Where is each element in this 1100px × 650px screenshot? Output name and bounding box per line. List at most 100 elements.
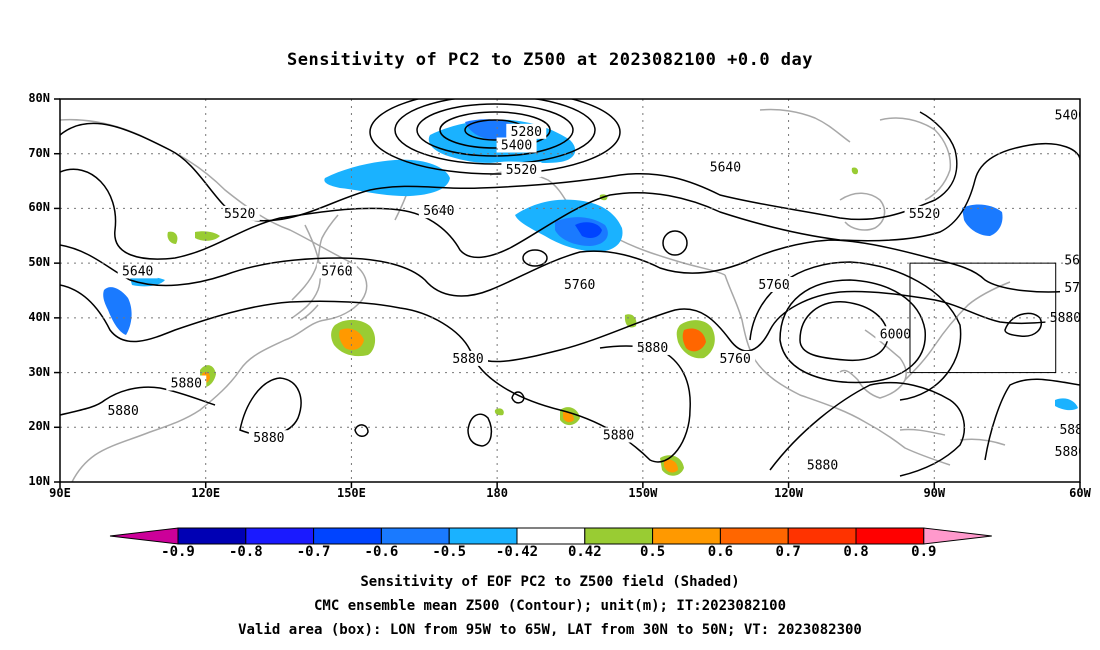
map-frame (59, 98, 1081, 483)
colorbar-swatch (719, 527, 789, 545)
svg-text:5880: 5880 (637, 341, 668, 356)
latitude-label: 50N (28, 255, 50, 270)
contour-label: 5880 (802, 457, 843, 474)
svg-text:5880: 5880 (1059, 423, 1090, 438)
svg-text:5760: 5760 (321, 264, 352, 279)
colorbar-tick-label: -0.6 (364, 544, 399, 560)
latitude-label: 60N (28, 200, 50, 215)
colorbar-high-extension (923, 527, 992, 545)
latitude-label: 40N (28, 309, 50, 324)
contour-label: 5760 (715, 350, 756, 367)
colorbar-tick-label: 0.7 (775, 544, 801, 560)
svg-text:5880: 5880 (1055, 445, 1086, 460)
svg-text:5640: 5640 (122, 264, 153, 279)
colorbar-tick-label: 0.8 (843, 544, 869, 560)
contour-label: 5880 (103, 402, 144, 419)
contour-label: 5520 (501, 162, 542, 178)
svg-text:5760: 5760 (758, 278, 789, 293)
colorbar-swatch (787, 527, 857, 545)
longitude-label: 60W (1069, 486, 1091, 500)
colorbar-tick-label: 0.6 (707, 544, 734, 560)
latitude-label: 10N (28, 474, 50, 488)
colorbar-swatch (855, 527, 925, 545)
svg-text:5880: 5880 (107, 404, 138, 419)
contour-label: 5640 (418, 203, 459, 219)
svg-text:5520: 5520 (909, 207, 940, 222)
contour-label: 5880 (166, 375, 207, 392)
sensitivity-shading (103, 119, 1078, 476)
caption-line-1: Sensitivity of EOF PC2 to Z500 field (Sh… (360, 574, 740, 590)
svg-text:6000: 6000 (880, 327, 911, 342)
svg-text:5400: 5400 (1055, 108, 1086, 123)
colorbar-tick-label: 0.42 (567, 544, 602, 560)
contour-label: 5760 (559, 277, 600, 293)
svg-text:5520: 5520 (224, 207, 255, 222)
colorbar-swatch (652, 527, 721, 545)
longitude-label: 120W (774, 486, 804, 500)
contour-label: 5280 (506, 123, 547, 140)
contour-label: 5400 (496, 137, 537, 154)
contour-label: 5520 (904, 205, 945, 222)
caption-line-3: Valid area (box): LON from 95W to 65W, L… (238, 622, 862, 638)
colorbar-swatch (584, 527, 654, 545)
svg-text:5760: 5760 (719, 352, 750, 367)
svg-text:5400: 5400 (501, 139, 532, 154)
caption-line-2: CMC ensemble mean Z500 (Contour); unit(m… (313, 598, 786, 614)
contour-label: 5640 (117, 263, 158, 279)
colorbar-swatch (177, 527, 247, 545)
contour-label: 5880 (448, 350, 488, 367)
contour-label: 5640 (705, 159, 746, 175)
graticule (60, 99, 1080, 482)
contour-label: 5760 (1060, 279, 1095, 296)
contour-label: 5760 (316, 263, 357, 279)
colorbar-tick-label: -0.9 (161, 544, 195, 560)
contour-label: 5880 (632, 339, 673, 356)
contour-label: 5880 (1050, 443, 1086, 460)
valid-area-box (909, 262, 1057, 374)
contour-label: 5520 (219, 205, 260, 222)
colorbar (109, 527, 992, 545)
longitude-label: 90W (923, 486, 946, 500)
longitude-label: 150W (628, 486, 658, 500)
svg-text:5520: 5520 (506, 163, 537, 178)
contour-label: 5880 (598, 427, 639, 443)
svg-text:5880: 5880 (452, 352, 483, 367)
colorbar-swatch (380, 527, 450, 545)
svg-text:5880: 5880 (1050, 311, 1081, 326)
colorbar-swatch (313, 527, 382, 545)
svg-text:5640: 5640 (423, 204, 454, 219)
longitude-label: 90E (49, 486, 71, 500)
axis-ticks (54, 98, 1081, 488)
svg-text:5640: 5640 (1064, 253, 1095, 268)
contour-label: 5880 (248, 430, 289, 446)
contour-label: 6000 (875, 326, 916, 342)
svg-text:5640: 5640 (710, 160, 741, 175)
colorbar-tick-label: 0.9 (911, 544, 937, 560)
colorbar-tick-label: -0.7 (296, 544, 331, 560)
svg-text:5880: 5880 (603, 428, 634, 443)
svg-text:5760: 5760 (1064, 281, 1095, 296)
colorbar-swatch (516, 527, 586, 545)
colorbar-swatch (448, 527, 518, 545)
contour-label: 5760 (754, 277, 794, 293)
svg-text:5880: 5880 (171, 377, 202, 392)
colorbar-tick-label: 0.5 (639, 544, 666, 560)
longitude-label: 180 (486, 486, 508, 500)
longitude-label: 120E (191, 486, 221, 500)
colorbar-tick-label: -0.5 (432, 544, 467, 560)
colorbar-swatch (245, 527, 315, 545)
latitude-label: 30N (28, 364, 50, 379)
colorbar-low-extension (109, 527, 179, 545)
latitude-label: 70N (28, 145, 50, 160)
svg-text:5760: 5760 (564, 278, 595, 293)
figure-title: Sensitivity of PC2 to Z500 at 2023082100… (286, 50, 813, 70)
longitude-label: 150E (336, 486, 366, 500)
contour-label: 5640 (1060, 252, 1095, 268)
contour-label: 5400 (1050, 107, 1086, 123)
colorbar-tick-label: -0.42 (495, 544, 539, 560)
contour-label: 5880 (1055, 422, 1090, 438)
svg-text:5280: 5280 (511, 125, 542, 140)
latitude-label: 80N (28, 91, 50, 105)
